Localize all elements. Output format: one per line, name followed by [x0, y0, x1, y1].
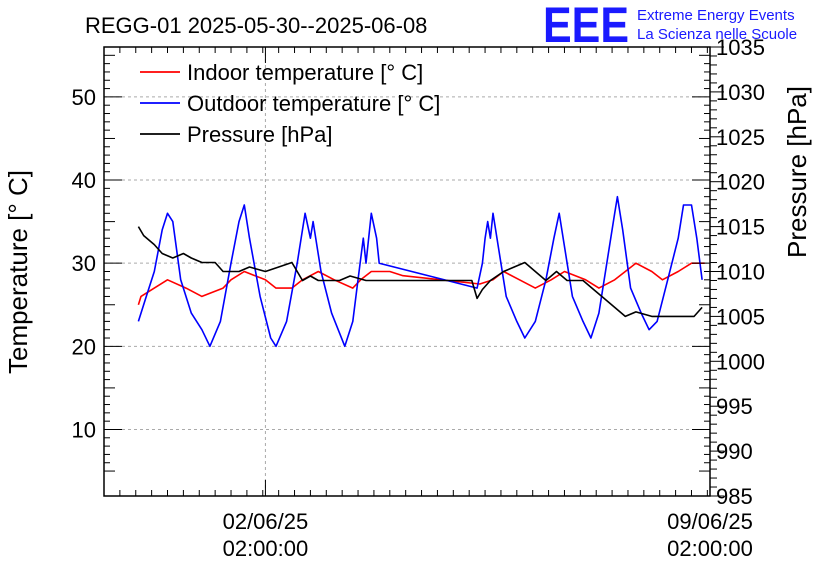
y-tick-label: 50 [72, 85, 96, 110]
eee-logo: EEE Extreme Energy Events La Scienza nel… [543, 0, 797, 53]
x-tick-date-label: 09/06/25 [667, 509, 753, 534]
y-tick-label: 10 [72, 417, 96, 442]
y2-axis-label: Pressure [hPa] [782, 86, 812, 258]
legend-pressure-label: Pressure [hPa] [187, 122, 333, 147]
x-tick-time-label: 02:00:00 [223, 536, 309, 561]
y2-tick-label: 1005 [716, 304, 765, 329]
eee-logo-line1: Extreme Energy Events [637, 7, 795, 24]
eee-logo-mark: EEE [543, 0, 629, 53]
y2-tick-label: 1035 [716, 35, 765, 60]
y-tick-label: 20 [72, 334, 96, 359]
series-group [137, 195, 705, 348]
series-outdoor-temperature [137, 195, 703, 348]
x-tick-date-label: 02/06/25 [223, 509, 309, 534]
y2-tick-label: 1030 [716, 80, 765, 105]
y2-tick-label: 995 [716, 394, 753, 419]
axes-group: 1020304050985990995100010051010101510201… [72, 35, 765, 561]
y-axis-label: Temperature [° C] [3, 170, 33, 374]
series-pressure [137, 226, 703, 318]
legend: Indoor temperature [° C] Outdoor temperat… [140, 60, 440, 147]
series-indoor-temperature [137, 262, 705, 306]
y2-tick-label: 990 [716, 439, 753, 464]
x-tick-time-label: 02:00:00 [667, 536, 753, 561]
chart-title: REGG-01 2025-05-30--2025-06-08 [85, 13, 427, 38]
y2-tick-label: 1010 [716, 260, 765, 285]
y-tick-label: 40 [72, 168, 96, 193]
y2-tick-label: 1015 [716, 215, 765, 240]
y2-tick-label: 1000 [716, 349, 765, 374]
legend-outdoor-temperature-label: Outdoor temperature [° C] [187, 91, 440, 116]
eee-logo-line2: La Scienza nelle Scuole [637, 26, 797, 43]
y2-tick-label: 1020 [716, 170, 765, 195]
legend-indoor-temperature-label: Indoor temperature [° C] [187, 60, 423, 85]
y-tick-label: 30 [72, 251, 96, 276]
y2-tick-label: 985 [716, 484, 753, 509]
y2-tick-label: 1025 [716, 125, 765, 150]
